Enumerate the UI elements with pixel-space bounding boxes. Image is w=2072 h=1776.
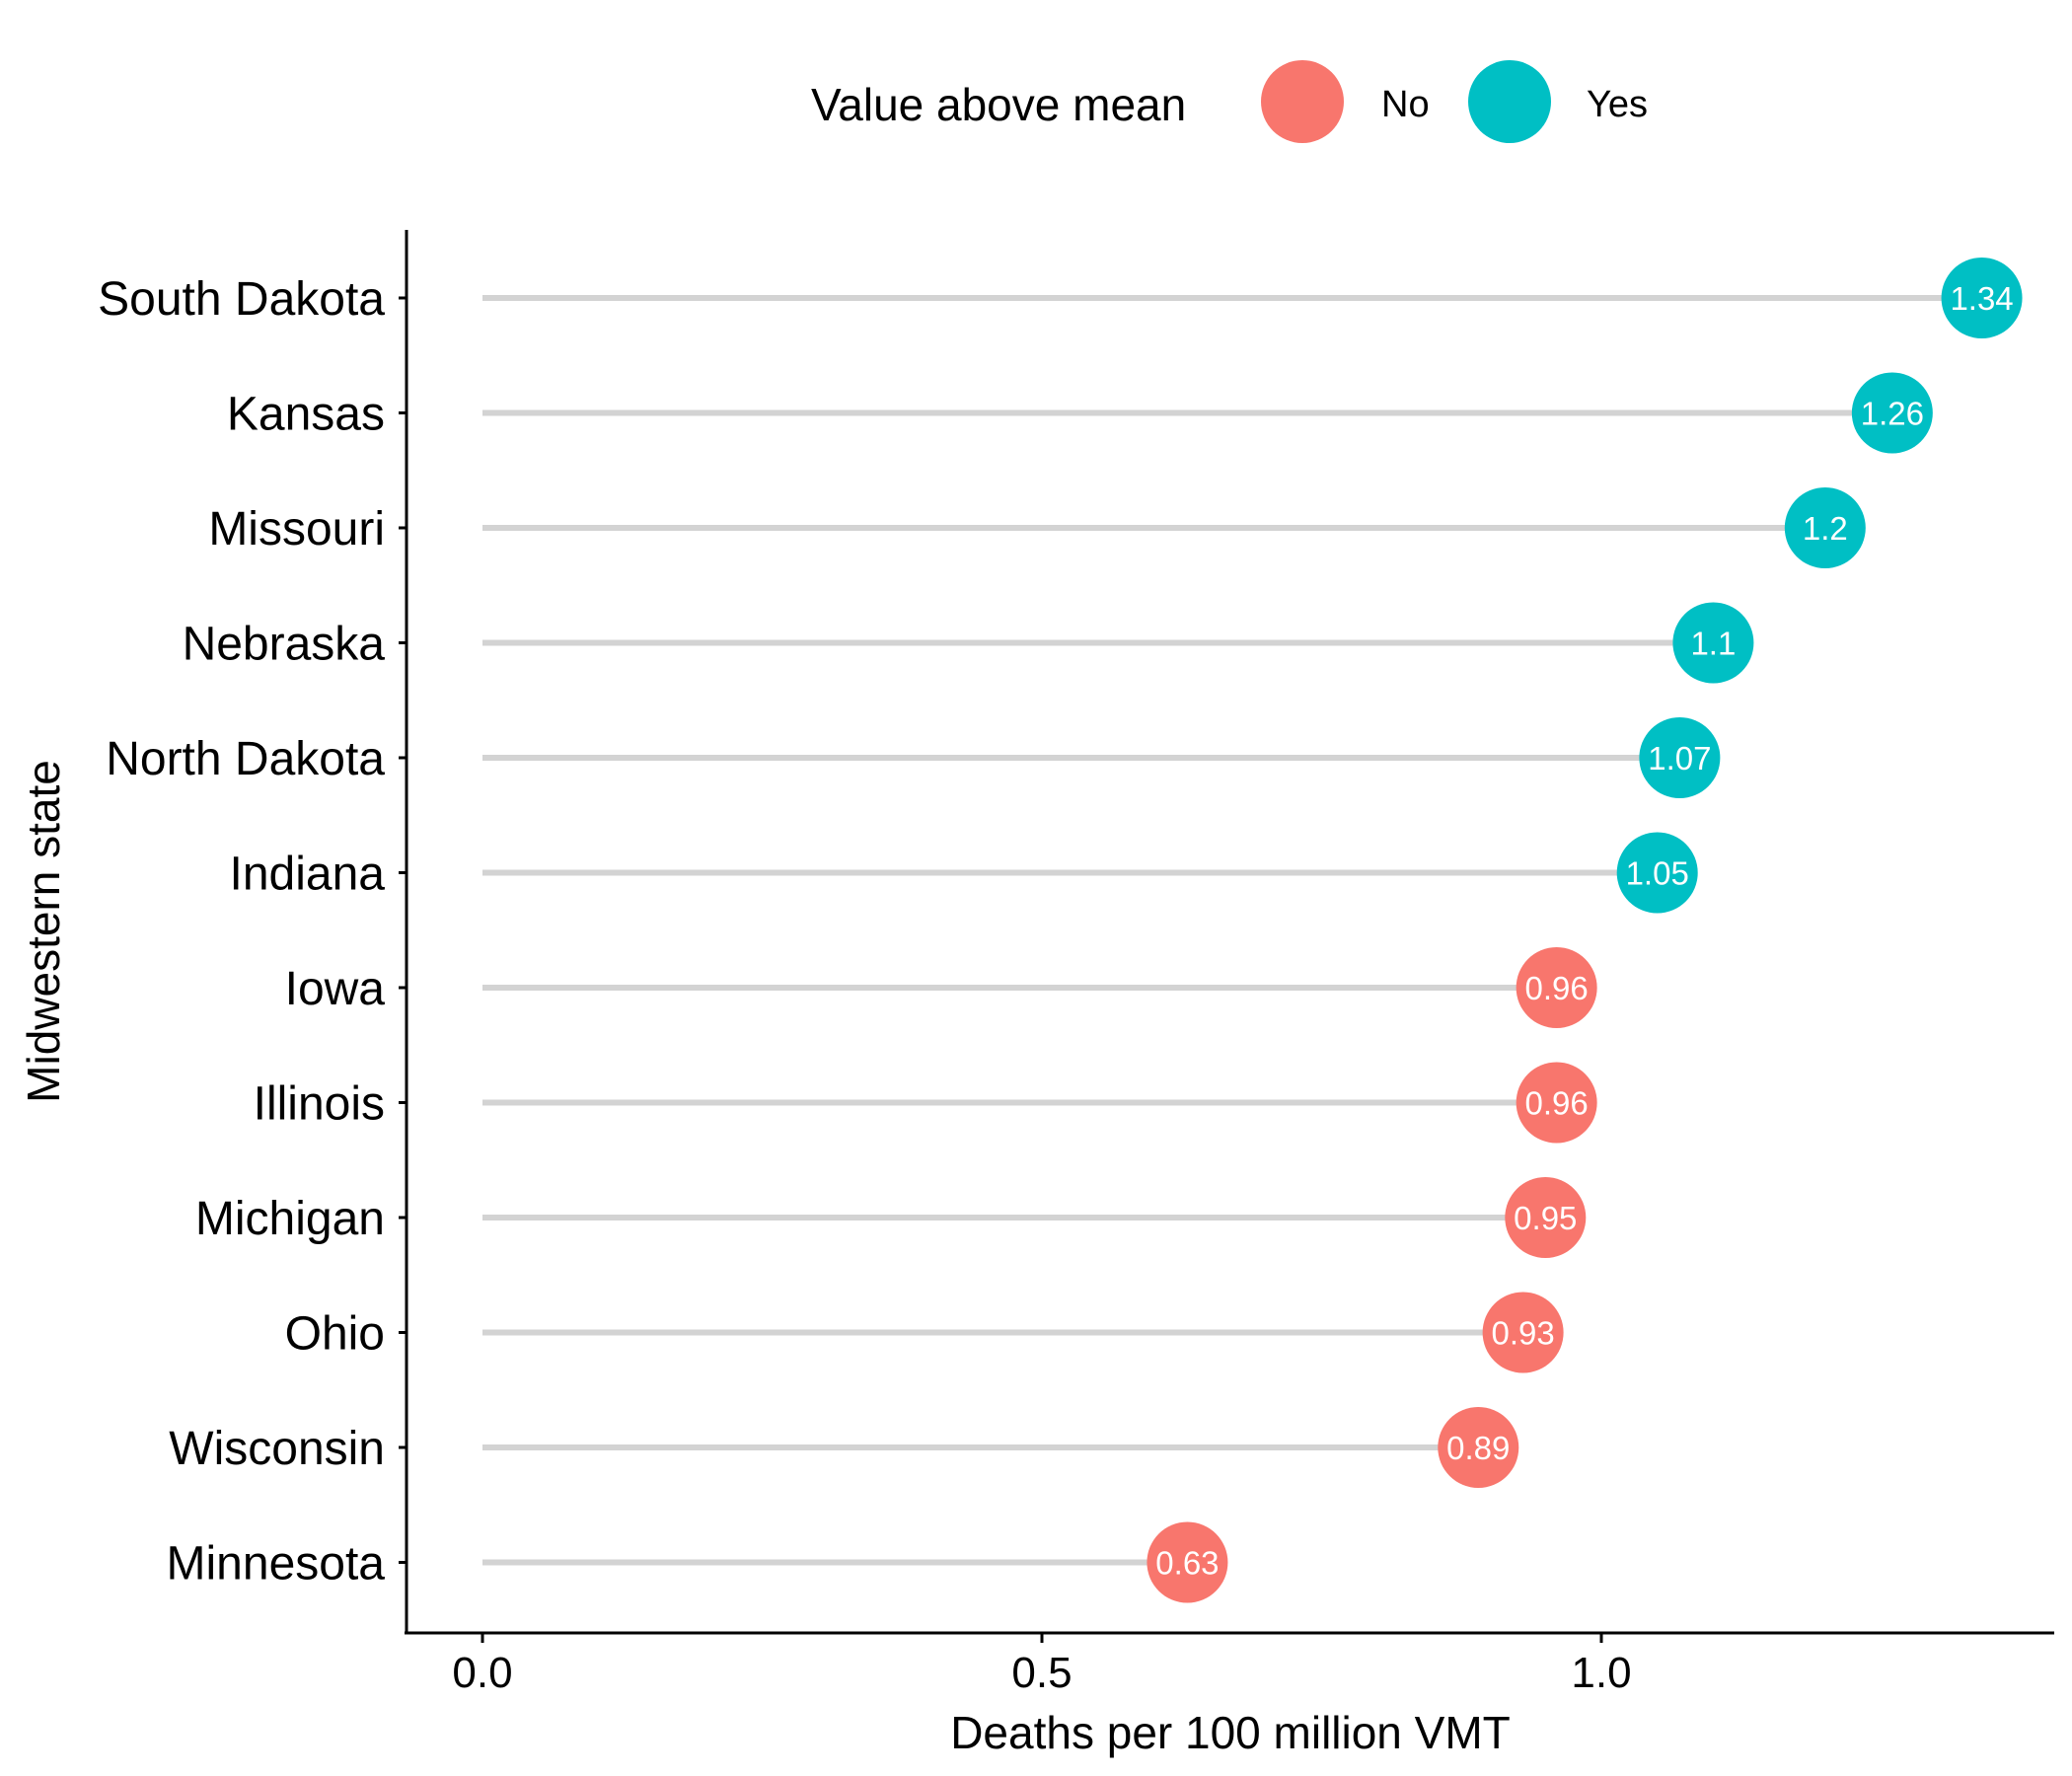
point-minnesota — [1147, 1521, 1228, 1603]
y-tick-label-south-dakota: South Dakota — [98, 273, 385, 326]
point-label-kansas: 1.26 — [1861, 396, 1924, 432]
point-label-indiana: 1.05 — [1626, 855, 1689, 892]
y-axis-title: Midwestern state — [18, 760, 69, 1103]
point-label-illinois: 0.96 — [1525, 1085, 1589, 1122]
x-tick-label-1: 0.5 — [1011, 1649, 1072, 1697]
point-label-north-dakota: 1.07 — [1648, 740, 1711, 777]
y-tick-label-illinois: Illinois — [254, 1078, 385, 1131]
point-indiana — [1616, 832, 1698, 914]
point-label-ohio: 0.93 — [1492, 1315, 1555, 1352]
point-south-dakota — [1941, 258, 2023, 338]
y-tick-label-nebraska: Nebraska — [183, 619, 386, 671]
y-tick-label-indiana: Indiana — [230, 849, 386, 901]
legend-label-yes: Yes — [1587, 84, 1648, 125]
point-north-dakota — [1639, 717, 1721, 798]
x-axis-title: Deaths per 100 million VMT — [950, 1707, 1511, 1758]
point-label-iowa: 0.96 — [1525, 970, 1589, 1006]
legend: Value above mean No Yes — [811, 60, 1648, 143]
point-iowa — [1516, 947, 1597, 1028]
y-tick-label-wisconsin: Wisconsin — [169, 1423, 385, 1475]
point-nebraska — [1672, 602, 1754, 684]
point-label-wisconsin: 0.89 — [1446, 1430, 1510, 1466]
point-missouri — [1784, 487, 1866, 568]
legend-title: Value above mean — [811, 79, 1186, 130]
y-tick-label-north-dakota: North Dakota — [106, 733, 385, 785]
y-axis-ticks: South Dakota Kansas Missouri Nebraska North … — [98, 273, 407, 1591]
point-ohio — [1482, 1292, 1564, 1373]
y-tick-label-minnesota: Minnesota — [167, 1538, 386, 1591]
point-label-michigan: 0.95 — [1514, 1200, 1577, 1236]
point-label-nebraska: 1.1 — [1690, 626, 1736, 662]
point-label-south-dakota: 1.34 — [1950, 280, 2013, 317]
point-label-missouri: 1.2 — [1803, 510, 1848, 547]
point-kansas — [1851, 372, 1933, 454]
legend-label-no: No — [1381, 84, 1430, 125]
point-michigan — [1505, 1177, 1587, 1258]
x-tick-label-2: 1.0 — [1571, 1649, 1631, 1697]
legend-swatch-no — [1261, 60, 1344, 143]
y-tick-label-missouri: Missouri — [208, 503, 385, 555]
point-illinois — [1516, 1062, 1597, 1144]
x-axis-ticks: 0.0 0.5 1.0 — [452, 1633, 1632, 1697]
point-label-minnesota: 0.63 — [1155, 1545, 1219, 1582]
stems-layer — [482, 295, 1982, 1566]
points-layer: 1.34 1.26 1.2 1.1 1.07 1.05 0.96 0.96 0.95 0.93 0.… — [1147, 258, 2023, 1603]
y-tick-label-ohio: Ohio — [285, 1308, 385, 1361]
x-tick-label-0: 0.0 — [452, 1649, 512, 1697]
point-wisconsin — [1438, 1407, 1519, 1488]
y-tick-label-michigan: Michigan — [195, 1193, 385, 1245]
y-tick-label-kansas: Kansas — [227, 389, 385, 441]
legend-swatch-yes — [1468, 60, 1551, 143]
y-tick-label-iowa: Iowa — [285, 963, 386, 1015]
